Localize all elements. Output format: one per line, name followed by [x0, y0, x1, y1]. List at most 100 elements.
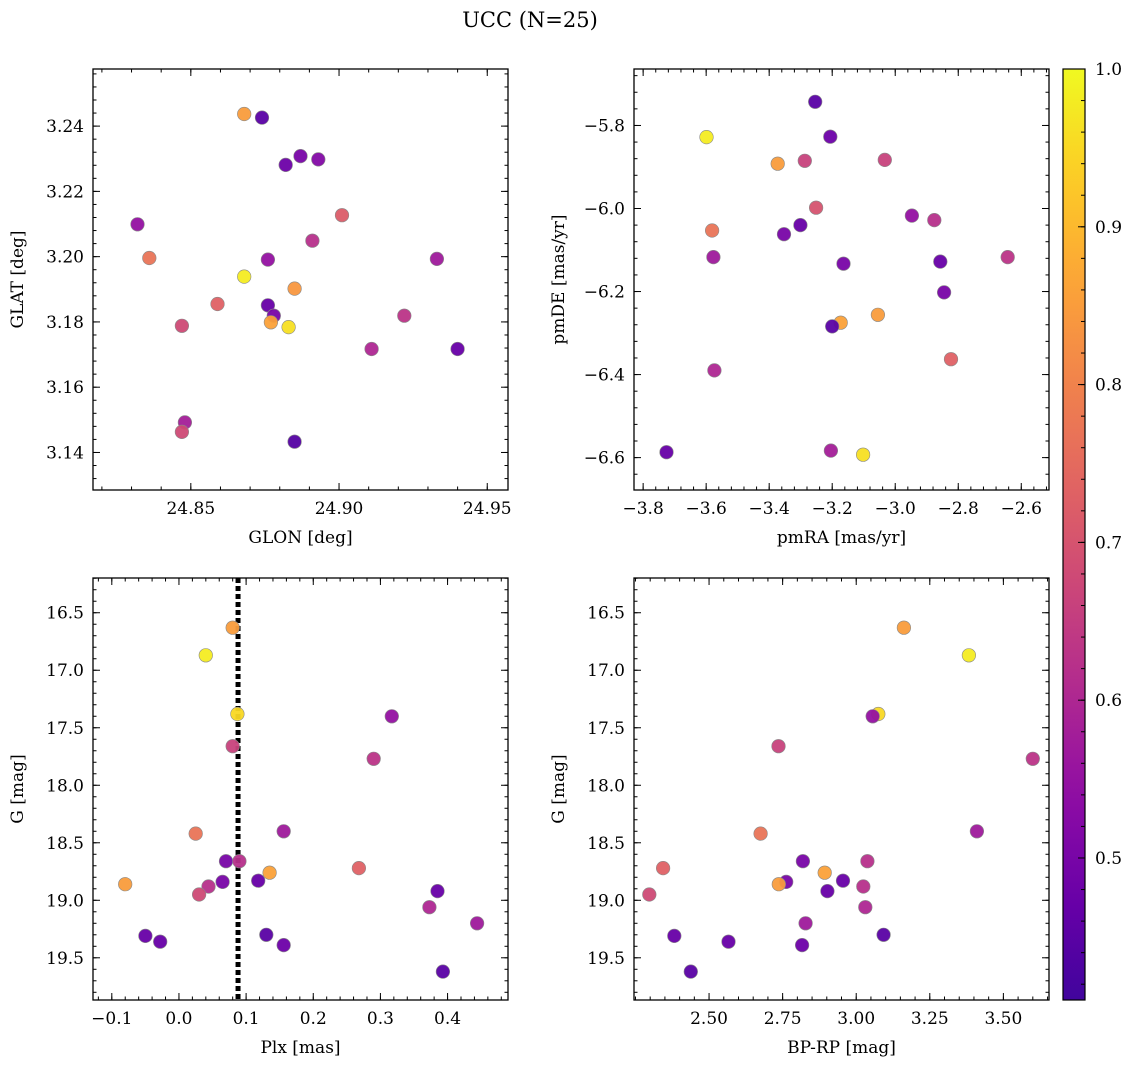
scatter-point [142, 250, 157, 266]
y-tick-label: 3.22 [46, 182, 84, 202]
y-tick-label: −6.6 [584, 449, 625, 469]
scatter-point [793, 218, 808, 233]
scatter-point [835, 873, 851, 888]
x-tick-label: 24.95 [463, 499, 512, 519]
scatter-point [260, 252, 276, 267]
y-tick-label: 17.0 [587, 661, 625, 681]
scatter-point [263, 315, 279, 330]
y-tick-label: 18.0 [587, 776, 625, 796]
scatter-point [797, 153, 812, 168]
scatter-point [138, 928, 153, 944]
scatter-point [704, 223, 720, 238]
scatter-point [334, 208, 350, 223]
y-tick-label: 17.0 [46, 661, 84, 681]
y-tick-label: 3.14 [46, 443, 84, 463]
y-axis-label: G [mag] [549, 754, 569, 823]
scatter-point [225, 739, 240, 754]
y-tick-label: 19.0 [46, 891, 84, 911]
scatter-point [118, 877, 133, 892]
scatter-point [259, 927, 274, 942]
scatter-point [820, 883, 835, 899]
scatter-point [961, 648, 977, 663]
scatter-point [278, 157, 293, 172]
x-axis-label: GLON [deg] [248, 528, 352, 548]
scatter-point [825, 319, 840, 334]
y-tick-label: 16.5 [587, 604, 625, 624]
scatter-point [904, 208, 920, 223]
x-tick-label: 3.00 [837, 1009, 875, 1029]
scatter-point [683, 964, 698, 979]
x-tick-label: 3.50 [984, 1009, 1022, 1029]
panel-cmd: 2.50 2.75 3.00 3.25 3.50 16.5 17.0 17.5 18.0 18.5… [549, 577, 1050, 1058]
scatter-point [237, 106, 252, 122]
y-axis-label: G [mag] [8, 754, 28, 823]
x-tick-label: 2.75 [764, 1009, 802, 1029]
scatter-point [174, 318, 189, 333]
x-tick-label: −2.6 [1001, 499, 1042, 519]
x-tick-label: 0.3 [367, 1009, 394, 1029]
colorbar-tick-label: 0.8 [1095, 376, 1122, 396]
y-tick-label: 3.16 [46, 378, 84, 398]
scatter-point [753, 826, 768, 841]
x-axis-label: pmRA [mas/yr] [777, 528, 906, 548]
scatter-point [699, 130, 714, 145]
scatter-point [795, 854, 811, 869]
scatter-point [201, 879, 216, 894]
scatter-point [808, 94, 823, 109]
x-tick-label: 0.2 [300, 1009, 327, 1029]
y-tick-label: 19.5 [587, 949, 625, 969]
x-tick-label: 24.85 [166, 499, 215, 519]
y-tick-label: 3.20 [46, 248, 84, 268]
scatter-point [721, 934, 736, 949]
colorbar-tick-label: 0.9 [1095, 218, 1122, 238]
x-tick-label: 0.1 [233, 1009, 260, 1029]
scatter-point [876, 927, 891, 942]
x-axis-label: Plx [mas] [260, 1038, 340, 1058]
x-tick-label: 3.25 [911, 1009, 949, 1029]
scatter-point [251, 873, 266, 888]
x-tick-label: −3.0 [875, 499, 916, 519]
axes-frame [92, 577, 509, 1001]
y-tick-label: −6.2 [584, 283, 625, 303]
scatter-point [933, 254, 948, 269]
scatter-point [429, 251, 445, 266]
y-tick-label: 17.5 [587, 719, 625, 739]
scatter-point [870, 307, 886, 322]
axes-frame [92, 68, 509, 491]
scatter-point [287, 281, 302, 296]
x-tick-label: 2.50 [690, 1009, 728, 1029]
x-axis-label: BP-RP [mag] [787, 1038, 896, 1058]
scatter-point [130, 217, 145, 232]
scatter-point [276, 824, 291, 839]
scatter-point [856, 879, 871, 894]
axes-frame [633, 577, 1050, 1001]
x-tick-label: −0.1 [91, 1009, 132, 1029]
y-tick-label: 3.24 [46, 117, 84, 137]
scatter-point [655, 860, 671, 876]
scatter-point [776, 227, 792, 242]
scatter-point [659, 445, 674, 460]
scatter-point [230, 706, 245, 722]
scatter-point [707, 363, 722, 378]
scatter-point [188, 826, 203, 841]
scatter-point [771, 877, 786, 892]
scatter-point [943, 352, 959, 367]
panel-pm: −3.8 −3.6 −3.4 −3.2 −3.0 −2.8 −2.6 −6.6 −6.4 −6.2… [549, 68, 1050, 548]
scatter-point [430, 883, 445, 899]
x-tick-label: −2.8 [938, 499, 979, 519]
scatter-point [232, 854, 247, 869]
scatter-point [366, 751, 381, 766]
scatter-point [305, 233, 320, 248]
x-tick-label: 0.0 [165, 1009, 192, 1029]
y-tick-label: −5.8 [584, 116, 625, 136]
figure-title: UCC (N=25) [462, 8, 598, 32]
scatter-point [281, 320, 296, 335]
scatter-point [218, 854, 234, 869]
scatter-point [422, 900, 437, 915]
y-tick-label: 3.18 [46, 313, 84, 333]
scatter-point [470, 916, 485, 931]
scatter-point [210, 296, 225, 312]
scatter-point [969, 824, 985, 839]
y-tick-label: −6.0 [584, 200, 625, 220]
